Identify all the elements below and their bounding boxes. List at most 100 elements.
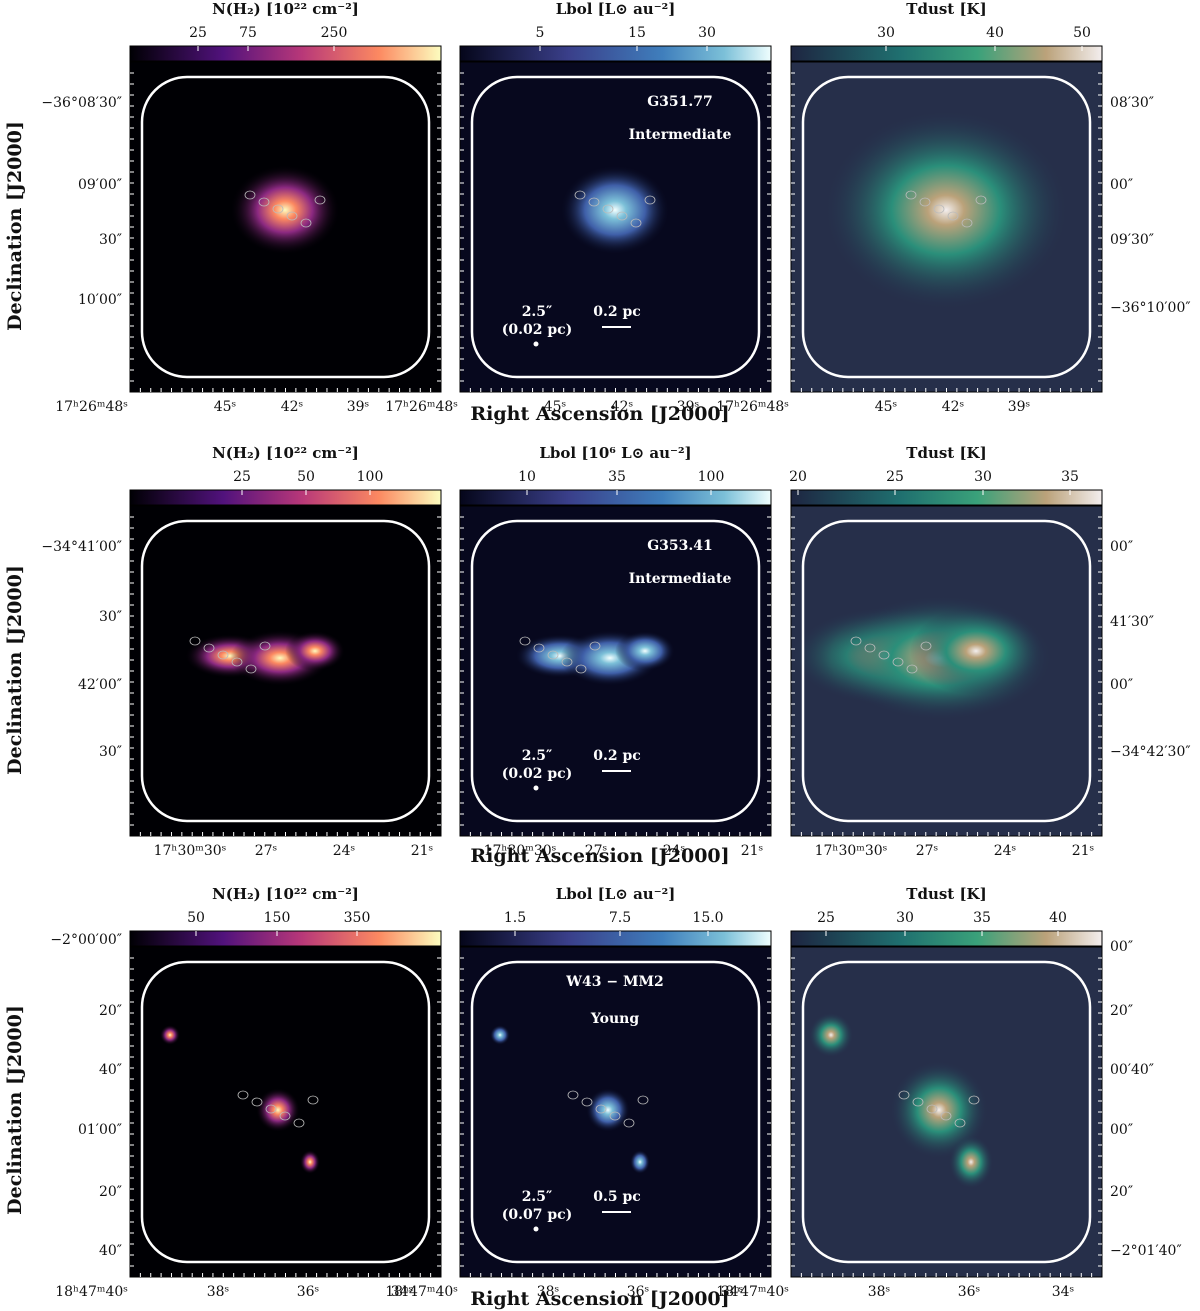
colorbar-label: N(H₂) [10²² cm⁻²] bbox=[212, 444, 359, 462]
core-marker bbox=[602, 204, 614, 214]
emission bbox=[630, 1150, 650, 1174]
core-marker bbox=[574, 190, 586, 200]
ra-tick-label: 21ˢ bbox=[741, 843, 764, 859]
emission bbox=[300, 1150, 320, 1174]
ra-tick-label: 39ˢ bbox=[1008, 399, 1031, 415]
core-marker bbox=[519, 636, 531, 646]
core-marker bbox=[864, 643, 876, 653]
core-marker bbox=[533, 643, 545, 653]
ra-tick-label: 24ˢ bbox=[663, 843, 686, 859]
x-axis-title: Right Ascension [J2000] bbox=[470, 845, 729, 867]
core-marker bbox=[947, 211, 959, 221]
source-name: G351.77 bbox=[647, 94, 713, 110]
emission bbox=[890, 1061, 988, 1159]
evolution-stage: Intermediate bbox=[629, 571, 732, 587]
colorbar-tick-label: 250 bbox=[321, 25, 348, 41]
source-name: W43 − MM2 bbox=[565, 974, 663, 990]
dec-tick-label: 30″ bbox=[99, 232, 122, 248]
core-marker bbox=[878, 650, 890, 660]
colorbar-label: N(H₂) [10²² cm⁻²] bbox=[212, 0, 359, 18]
emission bbox=[230, 165, 340, 255]
colorbar bbox=[459, 489, 772, 506]
core-marker bbox=[286, 211, 298, 221]
ra-tick-label: 36ˢ bbox=[297, 1284, 320, 1300]
dec-tick-label: −2°01′40″ bbox=[1110, 1243, 1182, 1259]
ra-tick-label: 34ˢ bbox=[1052, 1284, 1075, 1300]
colorbar-tick-label: 50 bbox=[187, 910, 205, 926]
coverage-outline bbox=[470, 960, 761, 1264]
dec-tick-label: 20″ bbox=[1110, 1003, 1133, 1019]
beam-size: (0.07 pc) bbox=[502, 1207, 573, 1223]
dec-tick-label: 42′00″ bbox=[78, 677, 122, 693]
dec-tick-label: 00″ bbox=[1110, 177, 1133, 193]
colorbar-tick-label: 35 bbox=[1061, 469, 1079, 485]
colorbar-tick-label: 15 bbox=[628, 25, 646, 41]
colorbar-label: Tdust [K] bbox=[906, 0, 986, 18]
colorbar-tick-label: 20 bbox=[789, 469, 807, 485]
core-marker bbox=[920, 641, 932, 651]
ra-tick-label: 24ˢ bbox=[333, 843, 356, 859]
core-marker bbox=[314, 195, 326, 205]
emission bbox=[949, 1135, 993, 1189]
beam bbox=[533, 341, 539, 347]
ra-tick-label: 36ˢ bbox=[958, 1284, 981, 1300]
scale-bar-label: 0.5 pc bbox=[593, 1189, 641, 1205]
colorbar-tick-label: 35 bbox=[608, 469, 626, 485]
colorbar-tick-label: 1.5 bbox=[504, 910, 526, 926]
ra-tick-label: 17ʰ26ᵐ48ˢ bbox=[385, 399, 458, 415]
colorbar-tick-label: 25 bbox=[189, 25, 207, 41]
ra-tick-label: 42ˢ bbox=[281, 399, 304, 415]
ra-tick-label: 27ˢ bbox=[916, 843, 939, 859]
coverage-outline bbox=[801, 75, 1092, 379]
colorbar-tick-label: 15.0 bbox=[692, 910, 723, 926]
core-marker bbox=[547, 650, 559, 660]
y-axis-title: Declination [J2000] bbox=[4, 1005, 26, 1215]
ra-tick-label: 21ˢ bbox=[1072, 843, 1095, 859]
colorbar-tick-label: 100 bbox=[698, 469, 725, 485]
dec-tick-label: 08′30″ bbox=[1110, 95, 1154, 111]
core-marker bbox=[975, 195, 987, 205]
emission bbox=[256, 1088, 300, 1132]
coverage-outline bbox=[801, 519, 1092, 823]
core-marker bbox=[968, 1095, 980, 1105]
core-marker bbox=[961, 218, 973, 228]
emission bbox=[910, 607, 1042, 695]
evolution-stage: Young bbox=[590, 1011, 639, 1027]
coverage-outline bbox=[140, 519, 431, 823]
dec-tick-label: 40″ bbox=[99, 1243, 122, 1259]
core-marker bbox=[575, 664, 587, 674]
scale-bar-label: 0.2 pc bbox=[593, 748, 641, 764]
core-marker bbox=[933, 204, 945, 214]
colorbar-label: Lbol [10⁶ L⊙ au⁻²] bbox=[539, 444, 691, 462]
core-marker bbox=[189, 636, 201, 646]
beam-label: 2.5″ bbox=[522, 304, 553, 320]
colorbar bbox=[790, 930, 1103, 947]
colorbar bbox=[129, 489, 442, 506]
core-marker bbox=[237, 1090, 249, 1100]
coverage-outline bbox=[140, 75, 431, 379]
core-marker bbox=[265, 1104, 277, 1114]
beam-size: (0.02 pc) bbox=[502, 322, 573, 338]
colorbar-tick-label: 30 bbox=[877, 25, 895, 41]
ra-tick-label: 34ˢ bbox=[721, 1284, 744, 1300]
dec-tick-label: −2°00′00″ bbox=[50, 932, 122, 948]
core-marker bbox=[272, 204, 284, 214]
ra-tick-label: 42ˢ bbox=[942, 399, 965, 415]
dec-tick-label: −36°10′00″ bbox=[1110, 300, 1191, 316]
core-marker bbox=[259, 641, 271, 651]
colorbar-tick-label: 100 bbox=[357, 469, 384, 485]
dec-tick-label: 00″ bbox=[1110, 539, 1133, 555]
core-marker bbox=[912, 1097, 924, 1107]
core-marker bbox=[307, 1095, 319, 1105]
colorbar-tick-label: 7.5 bbox=[609, 910, 631, 926]
coverage-outline bbox=[470, 519, 761, 823]
beam-label: 2.5″ bbox=[522, 748, 553, 764]
beam-size: (0.02 pc) bbox=[502, 766, 573, 782]
colorbar-label: Tdust [K] bbox=[906, 885, 986, 903]
core-marker bbox=[244, 190, 256, 200]
beam bbox=[533, 785, 539, 791]
dec-tick-label: 20″ bbox=[99, 1003, 122, 1019]
colorbar-tick-label: 30 bbox=[974, 469, 992, 485]
colorbar-label: Lbol [L⊙ au⁻²] bbox=[556, 0, 676, 18]
